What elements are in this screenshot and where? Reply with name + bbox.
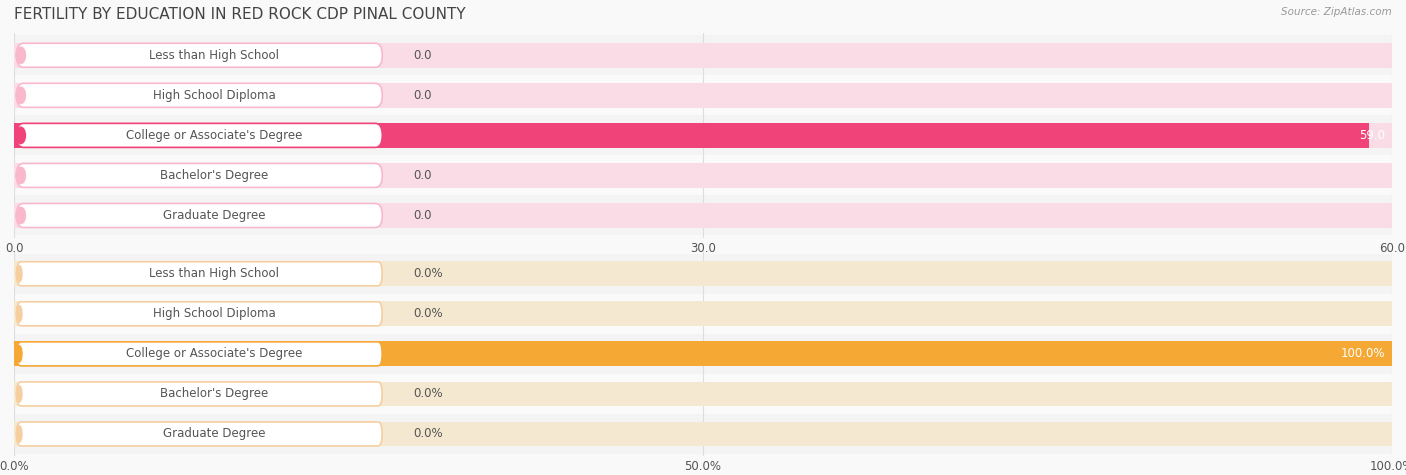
Circle shape [17, 426, 22, 442]
Text: Less than High School: Less than High School [149, 49, 278, 62]
Circle shape [17, 386, 22, 402]
Text: 0.0: 0.0 [413, 209, 432, 222]
Bar [14, 83, 1392, 108]
Bar [14, 195, 1392, 236]
Bar [14, 342, 1392, 366]
Circle shape [15, 47, 25, 64]
Text: 0.0: 0.0 [413, 49, 432, 62]
Text: College or Associate's Degree: College or Associate's Degree [125, 129, 302, 142]
FancyBboxPatch shape [17, 124, 382, 147]
FancyBboxPatch shape [17, 83, 382, 107]
Text: High School Diploma: High School Diploma [153, 89, 276, 102]
Text: 0.0%: 0.0% [413, 307, 443, 320]
Circle shape [15, 207, 25, 224]
Text: 0.0: 0.0 [413, 169, 432, 182]
Text: 100.0%: 100.0% [1340, 347, 1385, 361]
Bar [14, 334, 1392, 374]
FancyBboxPatch shape [17, 422, 382, 446]
Bar [14, 76, 1392, 115]
Text: FERTILITY BY EDUCATION IN RED ROCK CDP PINAL COUNTY: FERTILITY BY EDUCATION IN RED ROCK CDP P… [14, 7, 465, 22]
Bar [14, 374, 1392, 414]
Bar [14, 254, 1392, 294]
Bar [14, 155, 1392, 195]
Bar [14, 261, 1392, 286]
Bar [14, 203, 1392, 228]
Bar [14, 342, 1392, 366]
Text: 0.0: 0.0 [413, 89, 432, 102]
Text: Less than High School: Less than High School [149, 267, 278, 280]
Text: 0.0%: 0.0% [413, 428, 443, 440]
FancyBboxPatch shape [17, 43, 382, 67]
Circle shape [17, 305, 22, 322]
Text: Source: ZipAtlas.com: Source: ZipAtlas.com [1281, 7, 1392, 17]
FancyBboxPatch shape [17, 203, 382, 228]
Circle shape [15, 87, 25, 104]
FancyBboxPatch shape [17, 342, 382, 366]
Bar [14, 421, 1392, 446]
Bar [14, 115, 1392, 155]
Text: Graduate Degree: Graduate Degree [163, 209, 266, 222]
Text: Bachelor's Degree: Bachelor's Degree [160, 169, 269, 182]
FancyBboxPatch shape [17, 163, 382, 188]
FancyBboxPatch shape [17, 382, 382, 406]
Circle shape [15, 167, 25, 184]
Bar [14, 43, 1392, 68]
Text: 59.0: 59.0 [1360, 129, 1385, 142]
Circle shape [17, 266, 22, 282]
Bar [14, 381, 1392, 406]
Bar [14, 302, 1392, 326]
Text: College or Associate's Degree: College or Associate's Degree [125, 347, 302, 361]
Circle shape [17, 346, 22, 362]
Text: High School Diploma: High School Diploma [153, 307, 276, 320]
Bar [14, 294, 1392, 334]
Text: 0.0%: 0.0% [413, 267, 443, 280]
FancyBboxPatch shape [17, 302, 382, 326]
Bar [14, 123, 1369, 148]
Circle shape [15, 127, 25, 143]
Bar [14, 414, 1392, 454]
FancyBboxPatch shape [17, 262, 382, 286]
Text: 0.0%: 0.0% [413, 388, 443, 400]
Bar [14, 123, 1392, 148]
Bar [14, 163, 1392, 188]
Bar [14, 35, 1392, 76]
Text: Bachelor's Degree: Bachelor's Degree [160, 388, 269, 400]
Text: Graduate Degree: Graduate Degree [163, 428, 266, 440]
